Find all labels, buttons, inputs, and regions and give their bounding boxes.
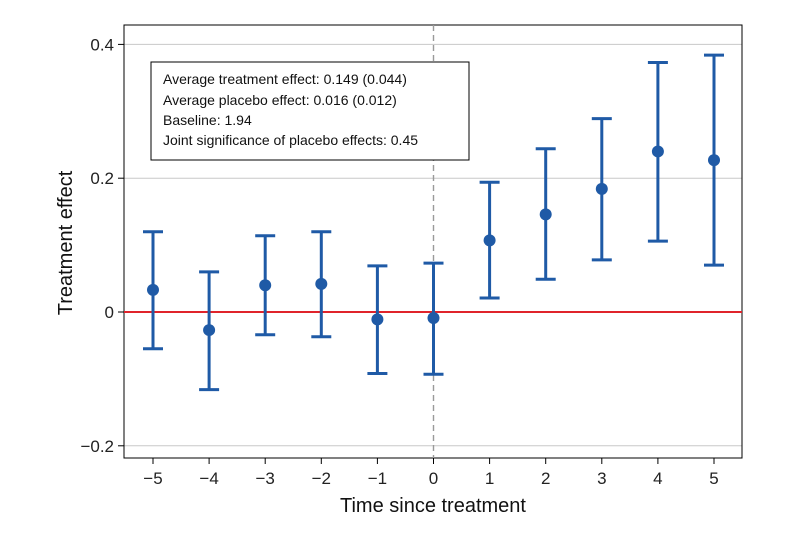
annotation-box: Average treatment effect: 0.149 (0.044) … bbox=[150, 61, 470, 161]
point-0 bbox=[147, 283, 159, 296]
y-axis-title: Treatment effect bbox=[55, 170, 77, 315]
y-tick-label-2: 0.2 bbox=[90, 169, 114, 188]
axis-ticks: −0.2 0 0.2 0.4 −5 −4 −3 −2 −1 0 1 2 3 4 5 bbox=[80, 35, 718, 488]
point-4 bbox=[371, 313, 384, 326]
x-tick-label-0: −5 bbox=[143, 469, 162, 488]
estimate-5 bbox=[423, 261, 444, 376]
estimate-1 bbox=[199, 270, 220, 392]
estimate-0 bbox=[143, 230, 163, 351]
estimate-10 bbox=[704, 53, 724, 267]
point-1 bbox=[203, 324, 216, 337]
point-9 bbox=[651, 145, 664, 158]
estimate-8 bbox=[591, 117, 612, 262]
x-tick-label-6: 1 bbox=[485, 469, 494, 488]
y-tick-label-3: 0.4 bbox=[90, 35, 114, 54]
estimate-2 bbox=[255, 234, 276, 337]
point-8 bbox=[595, 182, 608, 195]
point-5 bbox=[427, 312, 440, 325]
estimate-9 bbox=[647, 60, 668, 243]
point-2 bbox=[259, 279, 272, 292]
estimate-7 bbox=[535, 147, 556, 281]
x-axis-title: Time since treatment bbox=[340, 495, 526, 517]
estimate-6 bbox=[479, 180, 500, 300]
y-tick-label-1: 0 bbox=[105, 303, 114, 322]
annotation-line-baseline: Baseline: 1.94 bbox=[163, 112, 252, 128]
estimate-3 bbox=[311, 230, 332, 339]
point-10 bbox=[708, 154, 720, 167]
data-marks bbox=[143, 53, 724, 392]
x-tick-label-4: −1 bbox=[368, 469, 387, 488]
y-tick-label-0: −0.2 bbox=[80, 437, 114, 456]
annotation-frame bbox=[150, 61, 470, 161]
estimate-4 bbox=[367, 264, 388, 376]
x-tick-label-3: −2 bbox=[312, 469, 331, 488]
point-7 bbox=[539, 208, 552, 221]
x-tick-label-1: −4 bbox=[199, 469, 218, 488]
x-tick-label-9: 4 bbox=[653, 469, 662, 488]
x-tick-label-2: −3 bbox=[256, 469, 275, 488]
annotation-line-placebo: Average placebo effect: 0.016 (0.012) bbox=[163, 92, 397, 108]
annotation-line-ate: Average treatment effect: 0.149 (0.044) bbox=[163, 71, 407, 87]
x-tick-label-7: 2 bbox=[541, 469, 550, 488]
point-3 bbox=[315, 277, 328, 290]
x-tick-label-8: 3 bbox=[597, 469, 606, 488]
point-6 bbox=[483, 234, 496, 247]
x-tick-label-5: 0 bbox=[429, 469, 438, 488]
annotation-line-joint: Joint significance of placebo effects: 0… bbox=[163, 132, 418, 148]
x-tick-label-10: 5 bbox=[709, 469, 718, 488]
